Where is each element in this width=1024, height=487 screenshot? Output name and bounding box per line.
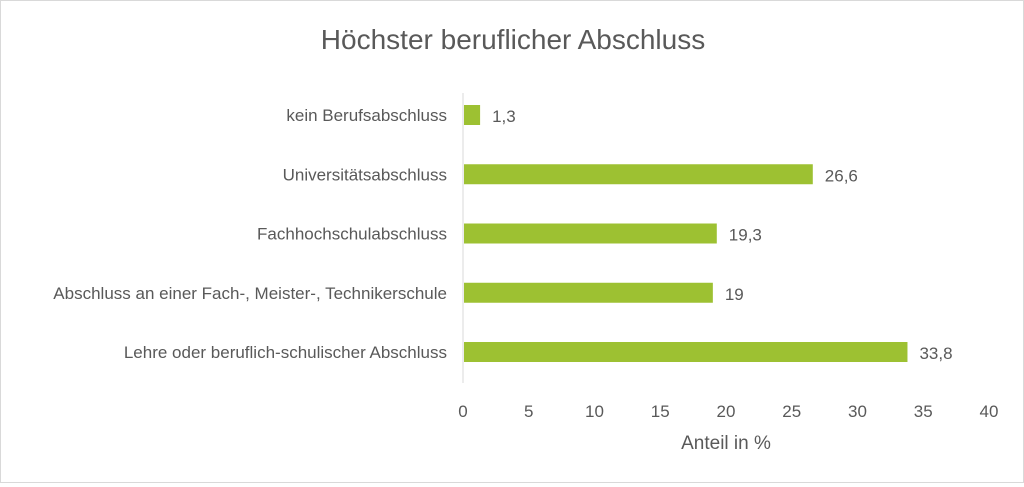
data-label: 26,6 [825, 166, 858, 185]
category-label: Abschluss an einer Fach-, Meister-, Tech… [53, 284, 447, 303]
x-axis-title: Anteil in % [681, 433, 771, 454]
x-tick-label: 5 [524, 402, 533, 421]
data-label: 19,3 [729, 226, 762, 245]
category-label: Fachhochschulabschluss [257, 225, 447, 244]
x-tick-label: 25 [782, 402, 801, 421]
chart-title: Höchster beruflicher Abschluss [321, 24, 705, 55]
x-tick-label: 35 [914, 402, 933, 421]
bar [464, 105, 481, 125]
x-tick-label: 30 [848, 402, 867, 421]
bar [464, 342, 908, 362]
x-tick-label: 10 [585, 402, 604, 421]
category-label: Lehre oder beruflich-schulischer Abschlu… [124, 343, 447, 362]
bar [464, 223, 717, 244]
category-label: kein Berufsabschluss [286, 106, 447, 125]
data-label: 1,3 [492, 107, 516, 126]
x-tick-label: 40 [980, 402, 999, 421]
x-tick-label: 0 [458, 402, 467, 421]
x-tick-label: 20 [717, 402, 736, 421]
x-tick-label: 15 [651, 402, 670, 421]
bar [464, 164, 813, 185]
category-label: Universitätsabschluss [283, 165, 447, 184]
bar [464, 282, 713, 303]
data-label: 19 [725, 285, 744, 304]
data-label: 33,8 [919, 344, 952, 363]
